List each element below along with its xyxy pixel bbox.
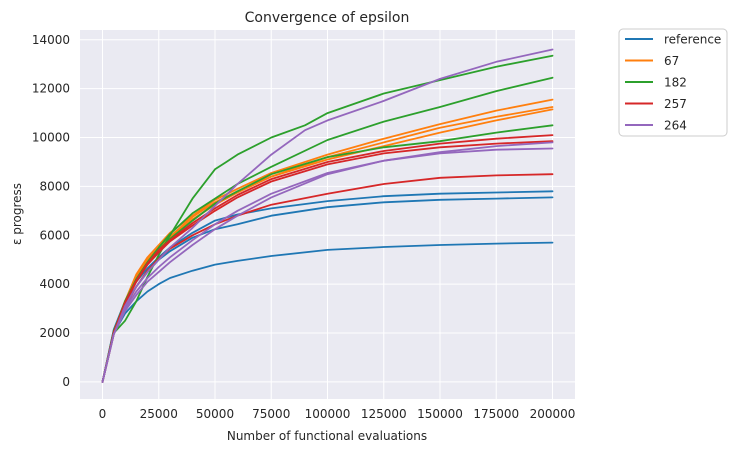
x-tick-label: 200000 [530, 407, 576, 421]
x-tick-label: 50000 [196, 407, 234, 421]
y-tick-label: 12000 [32, 82, 70, 96]
series-line-182-1 [101, 54, 554, 383]
legend: reference 67 182 257 264 [618, 28, 728, 137]
series-line-reference-1 [101, 241, 554, 383]
x-axis-label: Number of functional evaluations [227, 429, 427, 443]
legend-label-257: 257 [664, 97, 687, 111]
x-tick-labels: 0 25000 50000 75000 100000 125000 150000 175000… [99, 407, 576, 421]
series-layer [101, 48, 554, 383]
legend-label-reference: reference [664, 33, 721, 47]
y-tick-label: 8000 [39, 179, 70, 193]
x-tick-label: 125000 [361, 407, 407, 421]
series-line-264-3 [101, 141, 554, 383]
y-tick-label: 0 [62, 375, 70, 389]
series-line-264-1 [101, 48, 554, 383]
y-tick-label: 2000 [39, 326, 70, 340]
x-tick-label: 25000 [140, 407, 178, 421]
y-tick-label: 4000 [39, 277, 70, 291]
y-tick-label: 10000 [32, 131, 70, 145]
x-tick-label: 75000 [252, 407, 290, 421]
x-tick-label: 0 [99, 407, 107, 421]
legend-label-182: 182 [664, 76, 687, 90]
x-tick-label: 150000 [417, 407, 463, 421]
y-tick-label: 6000 [39, 228, 70, 242]
chart-title: Convergence of epsilon [245, 10, 410, 26]
legend-label-67: 67 [664, 54, 679, 68]
x-tick-label: 100000 [305, 407, 351, 421]
legend-label-264: 264 [664, 119, 687, 133]
y-tick-labels: 0 2000 4000 6000 8000 10000 12000 14000 [32, 33, 70, 389]
y-tick-label: 14000 [32, 33, 70, 47]
x-tick-label: 175000 [473, 407, 519, 421]
legend-box [618, 28, 728, 137]
y-axis-label: ε progress [10, 183, 24, 245]
